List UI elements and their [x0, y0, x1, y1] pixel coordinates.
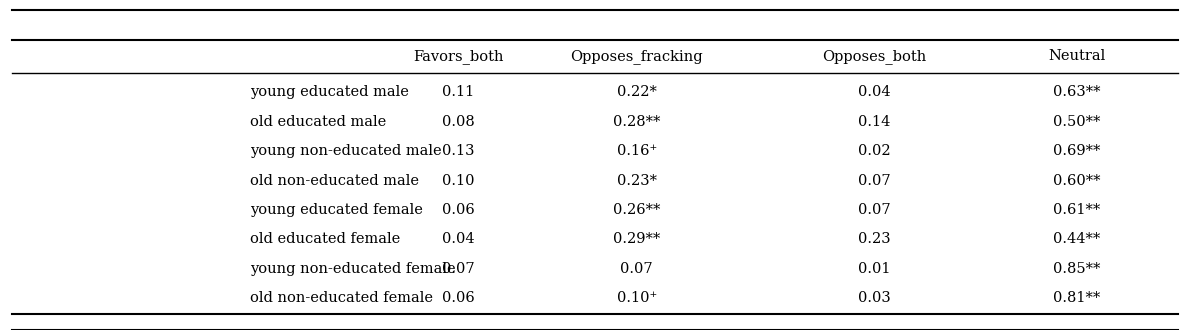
Text: 0.63**: 0.63**	[1053, 85, 1101, 99]
Text: 0.29**: 0.29**	[613, 232, 660, 246]
Text: 0.44**: 0.44**	[1053, 232, 1101, 246]
Text: 0.07: 0.07	[858, 174, 891, 187]
Text: 0.50**: 0.50**	[1053, 115, 1101, 129]
Text: Favors_both: Favors_both	[413, 49, 503, 64]
Text: old non-educated female: old non-educated female	[250, 291, 433, 305]
Text: Opposes_both: Opposes_both	[822, 49, 927, 64]
Text: 0.14: 0.14	[858, 115, 891, 129]
Text: 0.11: 0.11	[441, 85, 475, 99]
Text: Opposes_fracking: Opposes_fracking	[570, 49, 703, 64]
Text: 0.04: 0.04	[858, 85, 891, 99]
Text: 0.13: 0.13	[441, 144, 475, 158]
Text: 0.10: 0.10	[441, 174, 475, 187]
Text: young educated female: young educated female	[250, 203, 422, 217]
Text: 0.23: 0.23	[858, 232, 891, 246]
Text: 0.22*: 0.22*	[616, 85, 657, 99]
Text: young educated male: young educated male	[250, 85, 409, 99]
Text: young non-educated female: young non-educated female	[250, 262, 456, 276]
Text: 0.02: 0.02	[858, 144, 891, 158]
Text: 0.04: 0.04	[441, 232, 475, 246]
Text: 0.61**: 0.61**	[1053, 203, 1101, 217]
Text: 0.10⁺: 0.10⁺	[616, 291, 657, 305]
Text: 0.07: 0.07	[441, 262, 475, 276]
Text: 0.06: 0.06	[441, 203, 475, 217]
Text: 0.60**: 0.60**	[1053, 174, 1101, 187]
Text: 0.85**: 0.85**	[1053, 262, 1101, 276]
Text: 0.07: 0.07	[858, 203, 891, 217]
Text: 0.23*: 0.23*	[616, 174, 657, 187]
Text: 0.06: 0.06	[441, 291, 475, 305]
Text: 0.28**: 0.28**	[613, 115, 660, 129]
Text: 0.07: 0.07	[620, 262, 653, 276]
Text: 0.16⁺: 0.16⁺	[616, 144, 657, 158]
Text: 0.01: 0.01	[858, 262, 891, 276]
Text: old educated female: old educated female	[250, 232, 400, 246]
Text: 0.26**: 0.26**	[613, 203, 660, 217]
Text: Neutral: Neutral	[1048, 49, 1106, 63]
Text: 0.08: 0.08	[441, 115, 475, 129]
Text: 0.69**: 0.69**	[1053, 144, 1101, 158]
Text: 0.03: 0.03	[858, 291, 891, 305]
Text: 0.81**: 0.81**	[1053, 291, 1101, 305]
Text: old educated male: old educated male	[250, 115, 386, 129]
Text: old non-educated male: old non-educated male	[250, 174, 419, 187]
Text: young non-educated male: young non-educated male	[250, 144, 441, 158]
